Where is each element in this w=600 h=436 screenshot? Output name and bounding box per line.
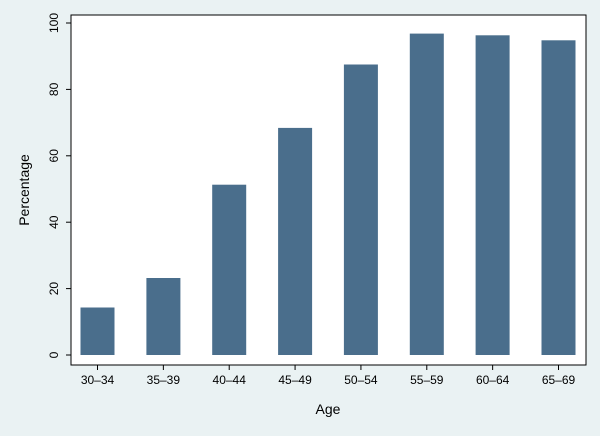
y-axis-title: Percentage [16, 154, 32, 226]
y-tick-label: 40 [47, 215, 61, 229]
y-tick-label: 100 [47, 13, 61, 33]
x-tick-label: 35–39 [147, 373, 181, 387]
x-axis: 30–34 35–39 40–44 45–49 50–54 55–59 60–64 65–69 [81, 365, 576, 387]
bar-45–49 [278, 127, 313, 356]
bar-60–64 [475, 35, 510, 356]
bar-40–44 [212, 184, 247, 355]
bar-35–39 [146, 278, 181, 355]
bar-65–69 [541, 40, 576, 356]
x-tick-label: 30–34 [81, 373, 115, 387]
bar-50–54 [343, 64, 378, 355]
y-tick-label: 60 [47, 149, 61, 163]
x-tick-label: 45–49 [278, 373, 312, 387]
x-tick-label: 60–64 [476, 373, 510, 387]
x-tick-label: 40–44 [213, 373, 247, 387]
bars [80, 33, 576, 356]
x-tick-label: 55–59 [410, 373, 444, 387]
y-tick-label: 0 [47, 351, 61, 358]
y-axis: 0 20 40 60 80 100 [47, 13, 71, 358]
x-tick-label: 50–54 [344, 373, 378, 387]
bar-30–34 [80, 307, 115, 355]
bar-55–59 [409, 33, 444, 355]
y-tick-label: 80 [47, 82, 61, 96]
y-tick-label: 20 [47, 282, 61, 296]
x-axis-title: Age [316, 401, 341, 417]
x-tick-label: 65–69 [542, 373, 576, 387]
